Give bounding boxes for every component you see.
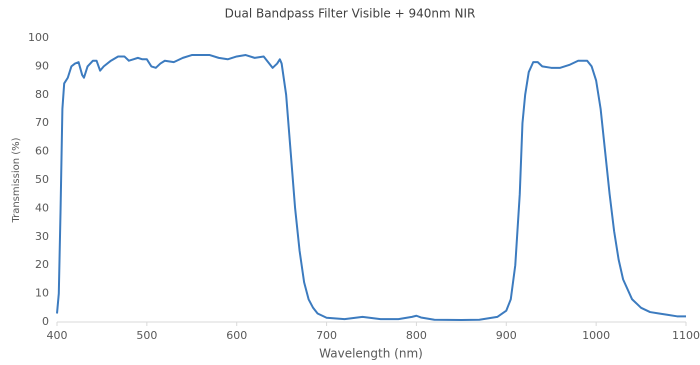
x-tick-label: 1100 (672, 329, 700, 342)
y-tick-label: 80 (35, 88, 49, 101)
y-tick-label: 50 (35, 173, 49, 186)
y-tick-label: 20 (35, 258, 49, 271)
x-axis-label: Wavelength (nm) (319, 347, 423, 361)
x-tick-label: 700 (316, 329, 337, 342)
x-tick-label: 500 (136, 329, 157, 342)
y-tick-label: 100 (28, 31, 49, 44)
y-tick-label: 70 (35, 116, 49, 129)
x-tick-label: 1000 (582, 329, 610, 342)
x-tick-label: 800 (406, 329, 427, 342)
x-tick-label: 600 (226, 329, 247, 342)
x-tick-label: 900 (496, 329, 517, 342)
y-axis-label: Transmission (%) (11, 137, 22, 223)
y-tick-label: 0 (42, 315, 49, 328)
y-tick-label: 30 (35, 230, 49, 243)
data-line (56, 54, 686, 322)
x-tick-label: 400 (47, 329, 68, 342)
y-tick-label: 10 (35, 287, 49, 300)
y-tick-label: 40 (35, 201, 49, 214)
chart-title: Dual Bandpass Filter Visible + 940nm NIR (225, 7, 476, 21)
y-tick-label: 60 (35, 145, 49, 158)
y-tick-label: 90 (35, 59, 49, 72)
